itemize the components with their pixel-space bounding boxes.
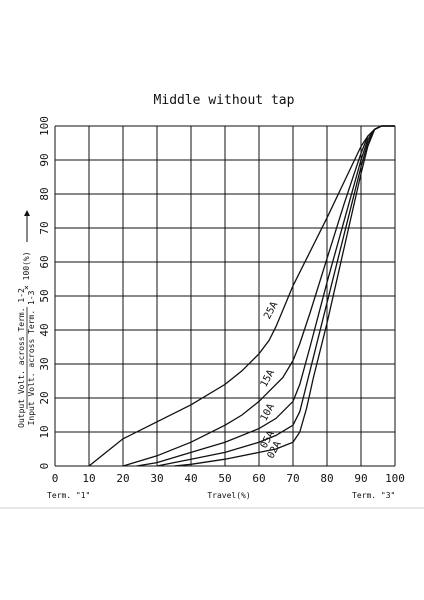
x-tick-label: 70 — [286, 472, 299, 485]
x-tick-label: 80 — [320, 472, 333, 485]
x-tick-label: 20 — [116, 472, 129, 485]
y-tick-label: 60 — [38, 255, 51, 268]
y-axis-label-suffix: × 100(%) — [22, 251, 31, 290]
y-tick-label: 90 — [38, 153, 51, 166]
y-axis-label-denominator: Input Volt. across Term. 1-3 — [27, 290, 36, 425]
curves — [88, 125, 395, 467]
y-tick-labels: 0 10 20 30 40 50 60 70 80 90 100 — [38, 116, 51, 469]
x-tick-label: 0 — [52, 472, 59, 485]
curve-15A — [122, 125, 395, 467]
y-tick-label: 100 — [38, 116, 51, 136]
x-tick-label: 100 — [385, 472, 405, 485]
y-tick-label: 70 — [38, 221, 51, 234]
x-tick-label: 10 — [82, 472, 95, 485]
y-tick-label: 0 — [38, 463, 51, 470]
curve-label-25A: 25A — [262, 300, 280, 321]
y-tick-label: 50 — [38, 289, 51, 302]
x-tick-label: 50 — [218, 472, 231, 485]
y-tick-label: 40 — [38, 323, 51, 336]
x-tick-label: 60 — [252, 472, 265, 485]
y-axis-arrow-icon — [24, 210, 30, 216]
x-tick-label: 30 — [150, 472, 163, 485]
y-tick-label: 10 — [38, 425, 51, 438]
x-axis-label: Travel(%) — [207, 491, 250, 500]
term-left-label: Term. "1" — [47, 491, 90, 500]
y-axis-label: Output Volt. across Term. 1-2 Input Volt… — [17, 210, 36, 428]
x-tick-labels: 0 10 20 30 40 50 60 70 80 90 100 — [52, 472, 405, 485]
y-tick-label: 30 — [38, 357, 51, 370]
y-tick-label: 80 — [38, 187, 51, 200]
y-tick-label: 20 — [38, 391, 51, 404]
curve-02A — [173, 125, 395, 467]
term-right-label: Term. "3" — [352, 491, 395, 500]
grid — [54, 125, 396, 467]
x-tick-label: 90 — [354, 472, 367, 485]
x-tick-label: 40 — [184, 472, 197, 485]
chart-title: Middle without tap — [154, 93, 295, 108]
curve-10A — [136, 125, 395, 467]
y-axis-label-numerator: Output Volt. across Term. 1-2 — [17, 288, 26, 428]
